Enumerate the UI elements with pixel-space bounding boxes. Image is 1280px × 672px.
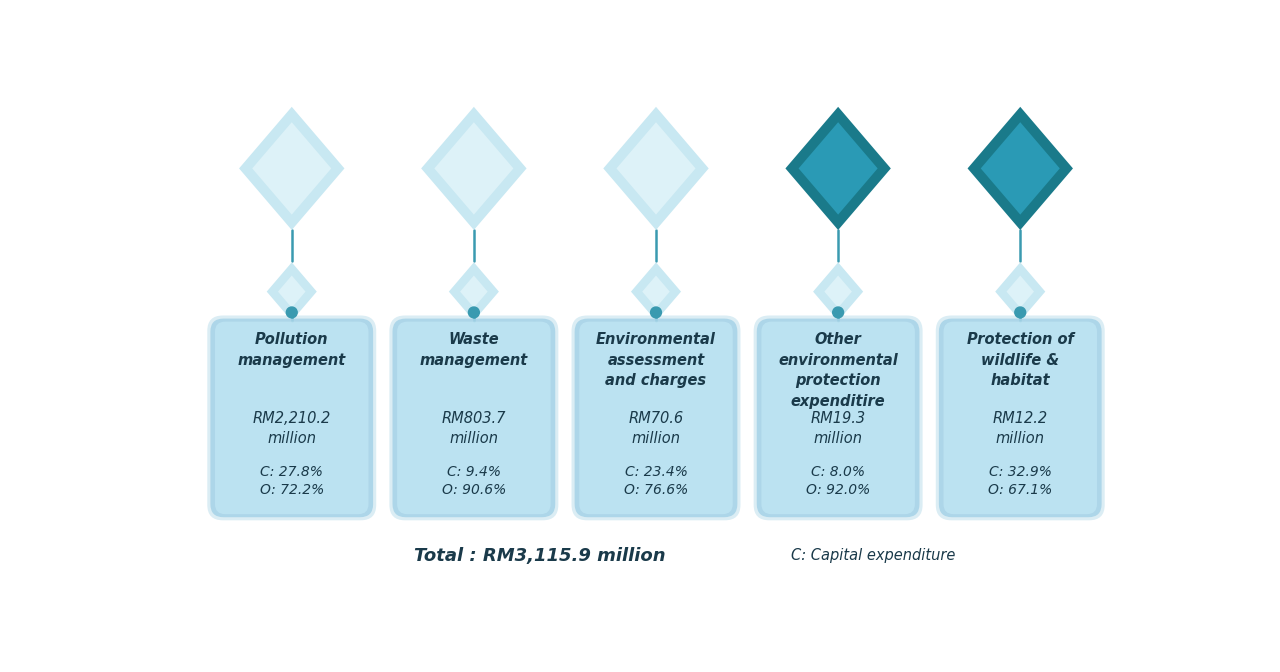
Polygon shape xyxy=(603,107,709,230)
Polygon shape xyxy=(824,276,852,308)
Polygon shape xyxy=(813,262,863,321)
Text: Waste
management: Waste management xyxy=(420,333,529,368)
Polygon shape xyxy=(1006,276,1034,308)
Polygon shape xyxy=(434,122,513,214)
FancyBboxPatch shape xyxy=(938,319,1102,517)
FancyBboxPatch shape xyxy=(207,315,376,520)
Text: C: 23.4%: C: 23.4% xyxy=(625,465,687,479)
Text: Environmental
assessment
and charges: Environmental assessment and charges xyxy=(596,333,716,388)
FancyBboxPatch shape xyxy=(943,322,1097,514)
Text: O: 92.0%: O: 92.0% xyxy=(806,482,870,497)
Text: O: 76.6%: O: 76.6% xyxy=(623,482,689,497)
Text: O: 67.1%: O: 67.1% xyxy=(988,482,1052,497)
Circle shape xyxy=(1015,307,1025,318)
Polygon shape xyxy=(643,276,669,308)
Polygon shape xyxy=(266,262,316,321)
Text: C: 27.8%: C: 27.8% xyxy=(260,465,323,479)
FancyBboxPatch shape xyxy=(393,319,556,517)
Circle shape xyxy=(287,307,297,318)
FancyBboxPatch shape xyxy=(936,315,1105,520)
FancyBboxPatch shape xyxy=(762,322,915,514)
Polygon shape xyxy=(421,107,526,230)
Circle shape xyxy=(468,307,479,318)
Polygon shape xyxy=(980,122,1060,214)
Circle shape xyxy=(833,307,844,318)
Polygon shape xyxy=(996,262,1046,321)
FancyBboxPatch shape xyxy=(215,322,369,514)
Polygon shape xyxy=(631,262,681,321)
FancyBboxPatch shape xyxy=(210,319,374,517)
Text: RM70.6
million: RM70.6 million xyxy=(628,411,684,446)
Text: Other
environmental
protection
expenditire: Other environmental protection expenditi… xyxy=(778,333,899,409)
Text: C: Capital expenditure: C: Capital expenditure xyxy=(791,548,955,563)
Text: RM803.7
million: RM803.7 million xyxy=(442,411,506,446)
Polygon shape xyxy=(799,122,878,214)
Text: C: 9.4%: C: 9.4% xyxy=(447,465,500,479)
Text: O: 90.6%: O: 90.6% xyxy=(442,482,506,497)
Text: Pollution
management: Pollution management xyxy=(238,333,346,368)
FancyBboxPatch shape xyxy=(575,319,737,517)
FancyBboxPatch shape xyxy=(389,315,558,520)
Polygon shape xyxy=(449,262,499,321)
Polygon shape xyxy=(278,276,306,308)
Polygon shape xyxy=(252,122,332,214)
FancyBboxPatch shape xyxy=(397,322,550,514)
Polygon shape xyxy=(786,107,891,230)
FancyBboxPatch shape xyxy=(572,315,740,520)
Polygon shape xyxy=(617,122,695,214)
FancyBboxPatch shape xyxy=(580,322,732,514)
Text: RM19.3
million: RM19.3 million xyxy=(810,411,865,446)
Polygon shape xyxy=(239,107,344,230)
FancyBboxPatch shape xyxy=(756,319,919,517)
Text: C: 8.0%: C: 8.0% xyxy=(812,465,865,479)
Text: Total : RM3,115.9 million: Total : RM3,115.9 million xyxy=(413,547,666,564)
FancyBboxPatch shape xyxy=(754,315,923,520)
Text: O: 72.2%: O: 72.2% xyxy=(260,482,324,497)
Polygon shape xyxy=(460,276,488,308)
Polygon shape xyxy=(968,107,1073,230)
Text: C: 32.9%: C: 32.9% xyxy=(989,465,1052,479)
Text: RM12.2
million: RM12.2 million xyxy=(993,411,1048,446)
Text: Protection of
wildlife &
habitat: Protection of wildlife & habitat xyxy=(966,333,1074,388)
Text: RM2,210.2
million: RM2,210.2 million xyxy=(252,411,330,446)
Circle shape xyxy=(650,307,662,318)
